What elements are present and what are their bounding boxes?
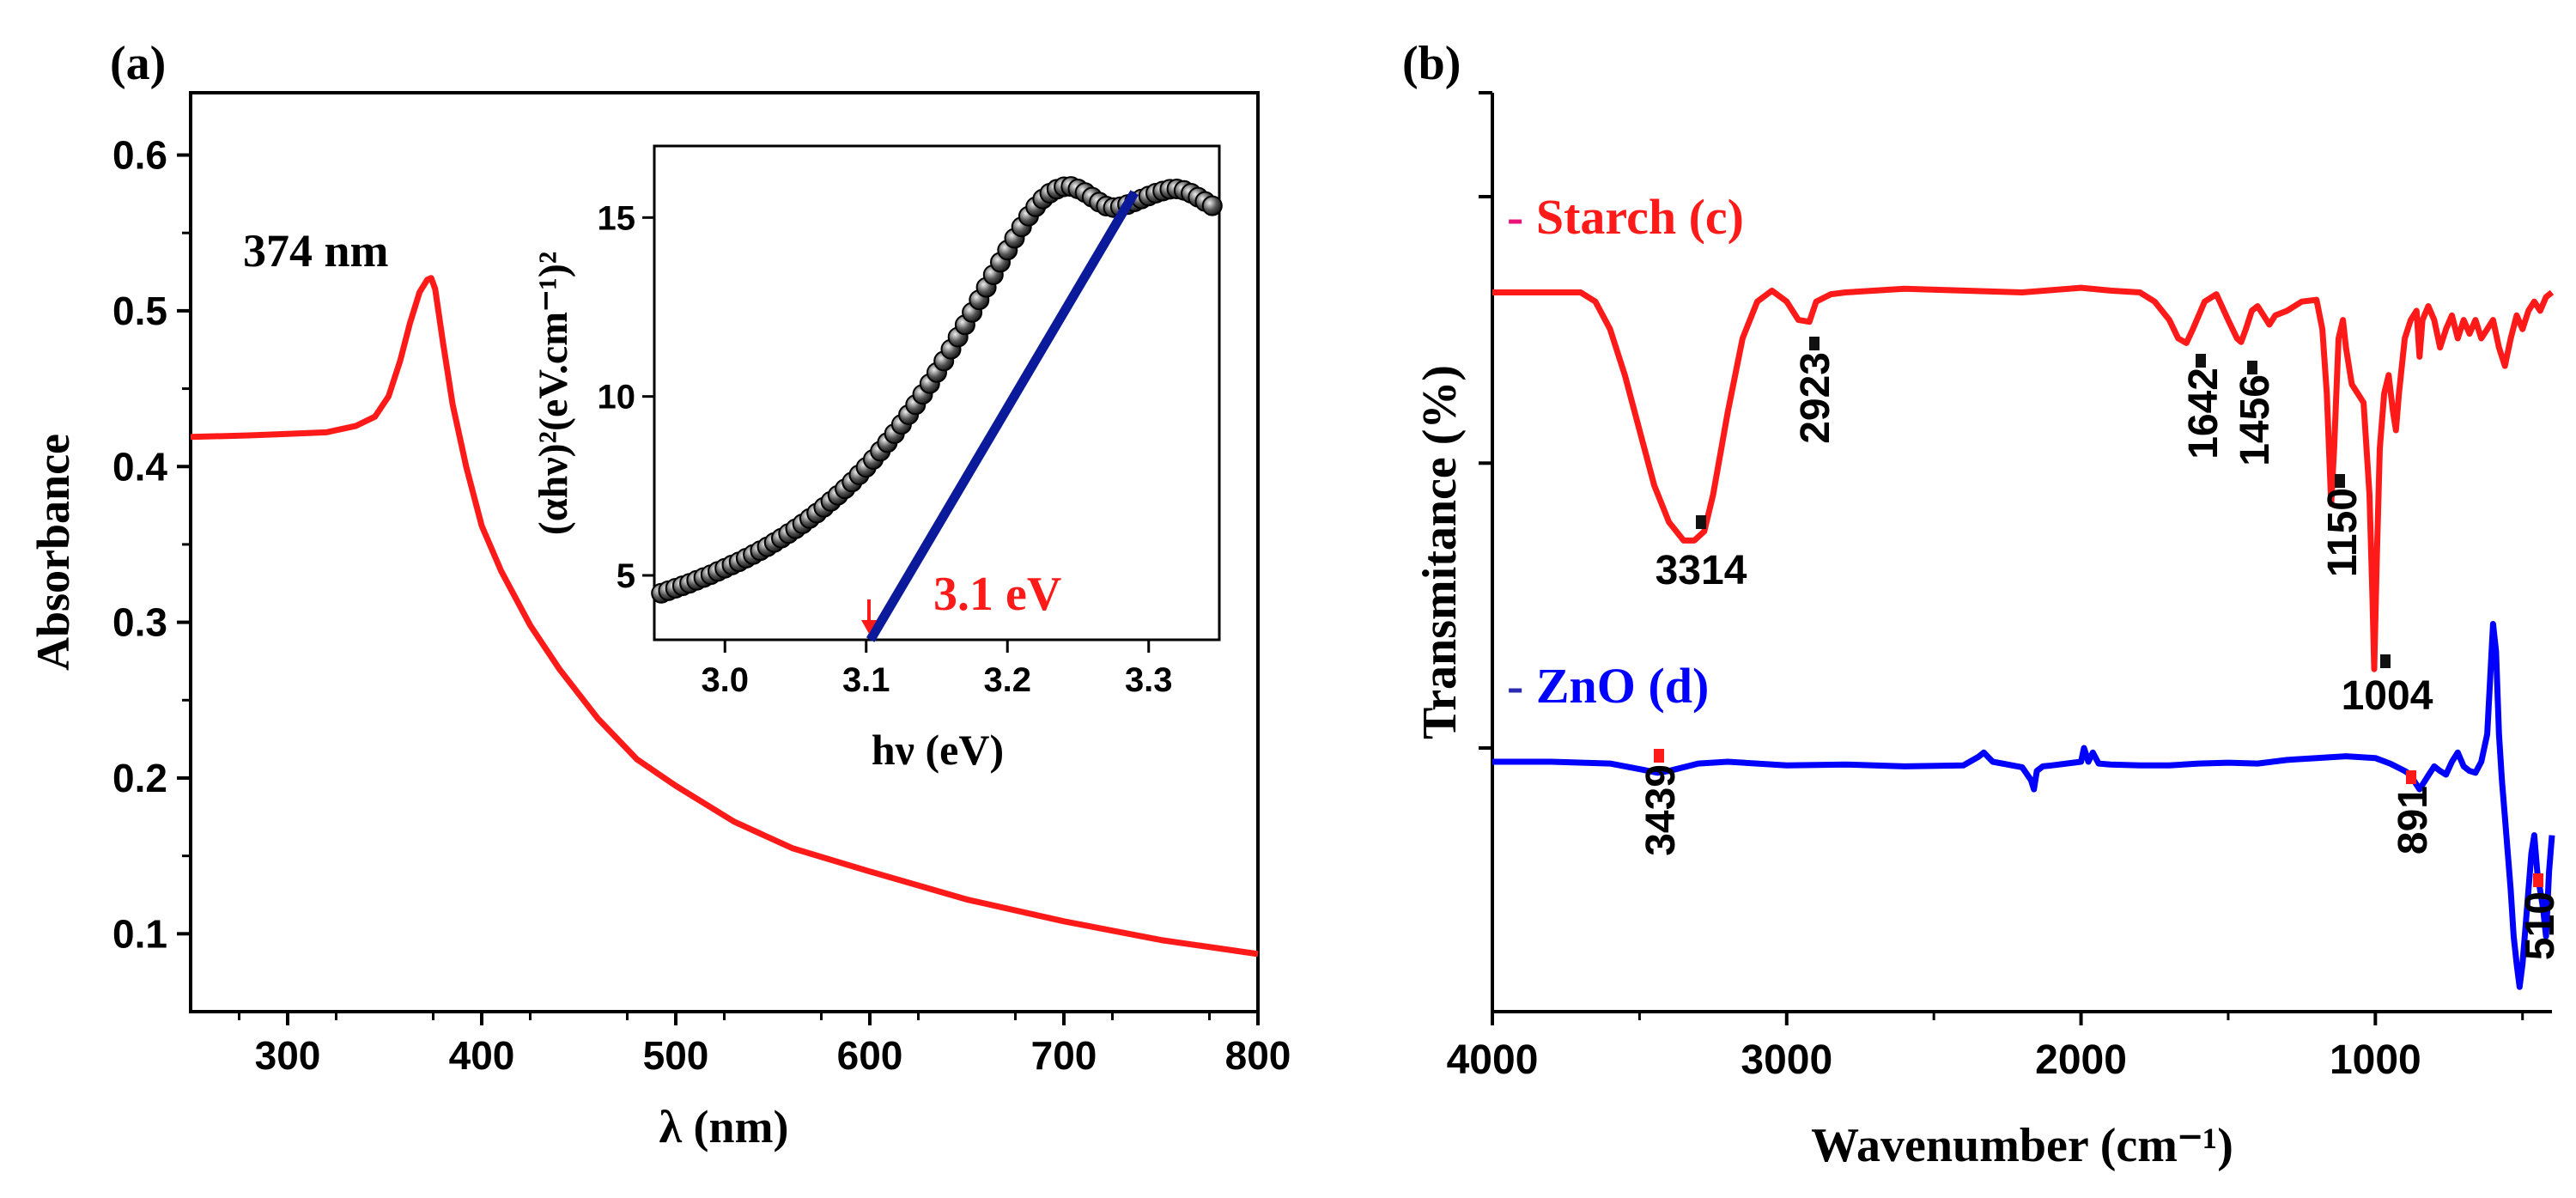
inset-y-tick-label: 10 <box>598 379 636 417</box>
peak-marker <box>2335 474 2345 488</box>
peak-labels: 3314 2923 1642 1456 1150 1004 3439 891 510 <box>1638 337 2563 960</box>
band-gap-arrow-icon <box>861 599 877 634</box>
inset-x-tick-label: 3.2 <box>983 661 1031 699</box>
panel-b-ftir-chart: (b) 4000 3000 2000 1000 - Starch (c) - ZnO … <box>1402 37 2563 1172</box>
a-x-tick-label: 300 <box>255 1033 321 1078</box>
inset-y-tick-label: 15 <box>598 199 636 237</box>
peak-marker <box>1809 337 1820 350</box>
panel-a-label: (a) <box>110 37 166 90</box>
band-gap-annotation: 3.1 eV <box>933 568 1061 621</box>
peak-label: 1004 <box>2342 673 2433 719</box>
a-x-tick-label: 600 <box>837 1033 903 1078</box>
a-x-tick-label: 400 <box>449 1033 515 1078</box>
panel-a-axes: 300 400 500 600 700 800 0.1 0.2 0.3 0.4 0.5 0.6 <box>112 133 1291 1078</box>
legend-zno-dash: - <box>1507 658 1523 714</box>
peak-label: 1150 <box>2320 488 2366 577</box>
inset-y-tick-label: 5 <box>617 557 635 595</box>
tauc-plot-inset: 3.0 3.1 3.2 3.3 5 10 15 3.1 eV hν (eV) (αhν)²(… <box>531 144 1223 774</box>
a-y-tick-label: 0.1 <box>112 911 167 956</box>
a-y-tick-label: 0.4 <box>112 444 167 489</box>
legend-zno: - ZnO (d) <box>1507 658 1709 714</box>
a-y-tick-label: 0.6 <box>112 133 167 178</box>
tauc-linear-fit-line <box>866 190 1139 642</box>
inset-x-axis-label: hν (eV) <box>872 726 1004 774</box>
peak-marker <box>2196 354 2206 368</box>
inset-data-point <box>1201 195 1223 216</box>
peak-marker <box>2380 654 2391 668</box>
peak-marker <box>2533 873 2543 887</box>
panel-a-uv-vis-chart: (a) 300 400 500 600 700 800 0.1 0.2 0.3 0.4 0.5 0.6… <box>27 37 1291 1152</box>
b-x-tick-label: 2000 <box>2035 1037 2127 1083</box>
peak-label: 891 <box>2391 786 2436 854</box>
inset-x-tick-label: 3.0 <box>701 661 749 699</box>
peak-label: 3314 <box>1656 548 1747 593</box>
legend-zno-text: ZnO (d) <box>1523 658 1709 714</box>
b-x-tick-label: 3000 <box>1741 1037 1832 1083</box>
absorbance-series-line <box>190 275 1259 958</box>
peak-marker <box>2406 770 2416 784</box>
panel-b-x-axis-label: Wavenumber (cm⁻¹) <box>1811 1119 2233 1172</box>
panel-b-y-axis-label: Transmitance (%) <box>1413 365 1467 739</box>
a-x-tick-label: 700 <box>1031 1033 1097 1078</box>
inset-y-axis-label: (αhν)²(eV.cm⁻¹)² <box>531 252 576 535</box>
peak-label: 1642 <box>2181 368 2227 459</box>
a-y-tick-label: 0.5 <box>112 289 167 333</box>
a-x-tick-label: 800 <box>1225 1033 1291 1078</box>
peak-label: 510 <box>2518 891 2563 960</box>
inset-x-tick-label: 3.1 <box>842 661 890 699</box>
a-y-tick-label: 0.2 <box>112 756 167 800</box>
b-x-tick-label: 4000 <box>1447 1037 1539 1083</box>
peak-label: 1456 <box>2233 374 2278 466</box>
inset-x-tick-label: 3.3 <box>1125 661 1173 699</box>
legend-starch-text: Starch (c) <box>1523 189 1744 245</box>
inset-axes: 3.0 3.1 3.2 3.3 5 10 15 <box>598 199 1173 699</box>
legend-starch: - Starch (c) <box>1507 189 1744 245</box>
panel-a-x-axis-label: λ (nm) <box>659 1101 788 1152</box>
panel-a-y-axis-label: Absorbance <box>27 434 79 671</box>
legend-starch-dash: - <box>1507 189 1523 245</box>
peak-marker <box>1696 515 1706 529</box>
a-y-tick-label: 0.3 <box>112 600 167 645</box>
peak-label: 3439 <box>1638 764 1684 856</box>
zno-series-line <box>1492 621 2555 990</box>
peak-annotation-374nm: 374 nm <box>243 225 389 277</box>
panel-b-axes: 4000 3000 2000 1000 <box>1447 91 2524 1083</box>
b-x-tick-label: 1000 <box>2330 1037 2421 1083</box>
a-x-tick-label: 500 <box>643 1033 709 1078</box>
peak-marker <box>2247 361 2257 374</box>
inset-data-points <box>651 176 1223 604</box>
panel-b-label: (b) <box>1402 37 1461 90</box>
peak-label: 2923 <box>1793 352 1838 444</box>
starch-series-line <box>1492 284 2555 672</box>
peak-marker <box>1654 749 1664 763</box>
